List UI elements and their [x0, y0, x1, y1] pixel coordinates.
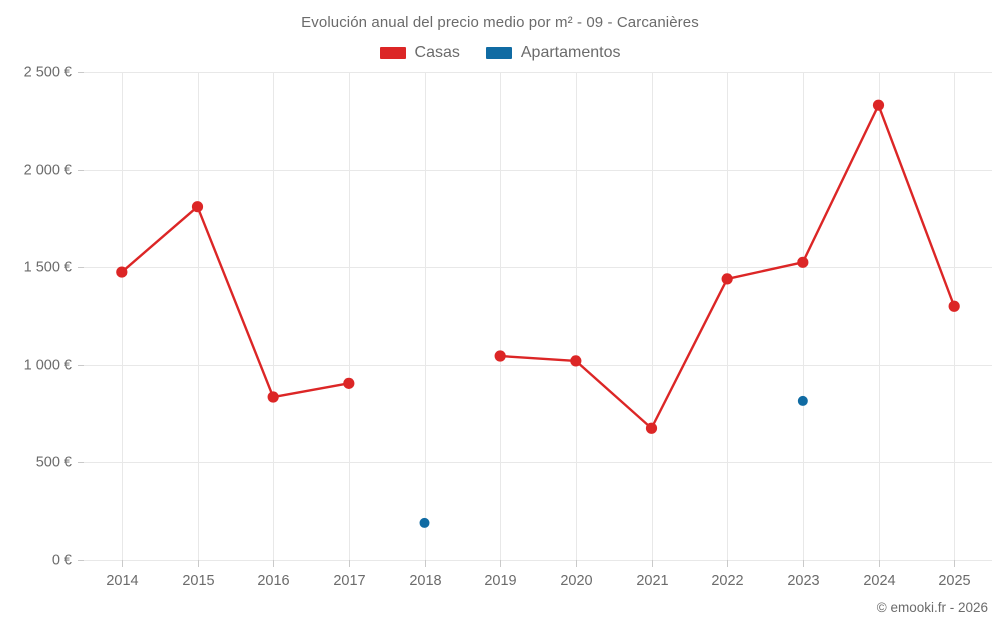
data-point-casas-2020[interactable] — [570, 355, 582, 367]
y-axis-tick-label: 2 500 € — [24, 64, 72, 80]
series-line-casas — [120, 205, 351, 399]
y-axis-tick-label: 0 € — [52, 552, 72, 568]
data-point-casas-2014[interactable] — [116, 266, 128, 278]
x-axis-tick-label: 2024 — [863, 573, 895, 589]
x-axis-tick-label: 2025 — [938, 573, 970, 589]
x-axis-tick-label: 2022 — [711, 573, 743, 589]
x-axis-tick-label: 2015 — [182, 573, 214, 589]
data-point-casas-2024[interactable] — [872, 99, 885, 111]
x-axis-tick-label: 2016 — [257, 573, 289, 589]
data-point-casas-2025[interactable] — [948, 300, 960, 312]
x-axis-tick-label: 2017 — [333, 573, 365, 589]
y-axis-tick-label: 1 000 € — [24, 357, 72, 373]
data-point-casas-2022[interactable] — [721, 273, 733, 285]
data-point-casas-2016[interactable] — [267, 391, 279, 403]
y-axis-tick-label: 2 000 € — [24, 162, 72, 178]
data-point-casas-2015[interactable] — [191, 201, 204, 213]
x-axis-tick-label: 2023 — [787, 573, 819, 589]
copyright-credit: © emooki.fr - 2026 — [876, 600, 988, 615]
data-point-casas-2019[interactable] — [494, 350, 506, 362]
y-axis-tick-label: 1 500 € — [24, 259, 72, 275]
chart-legend: Casas Apartamentos — [0, 44, 1000, 62]
chart-title: Evolución anual del precio medio por m² … — [301, 14, 699, 31]
y-axis-tick-label: 500 € — [36, 454, 72, 470]
data-point-casas-2021[interactable] — [645, 422, 658, 434]
data-point-apartamentos-2023[interactable] — [797, 395, 808, 406]
legend-item-casas[interactable]: Casas — [379, 44, 460, 62]
data-point-apartamentos-2018[interactable] — [419, 517, 430, 528]
x-axis-tick-label: 2019 — [484, 573, 516, 589]
data-point-casas-2017[interactable] — [343, 377, 355, 389]
data-point-casas-2023[interactable] — [797, 256, 809, 268]
x-axis-tick-label: 2020 — [560, 573, 592, 589]
legend-item-apartamentos[interactable]: Apartamentos — [485, 44, 621, 62]
legend-label-casas: Casas — [414, 44, 460, 61]
x-axis-tick-label: 2014 — [106, 573, 138, 589]
legend-swatch-apartamentos — [485, 47, 512, 59]
x-axis-tick-label: 2018 — [409, 573, 441, 589]
x-axis-tick-label: 2021 — [636, 573, 668, 589]
legend-label-apartamentos: Apartamentos — [520, 44, 621, 61]
legend-swatch-casas — [379, 47, 406, 59]
